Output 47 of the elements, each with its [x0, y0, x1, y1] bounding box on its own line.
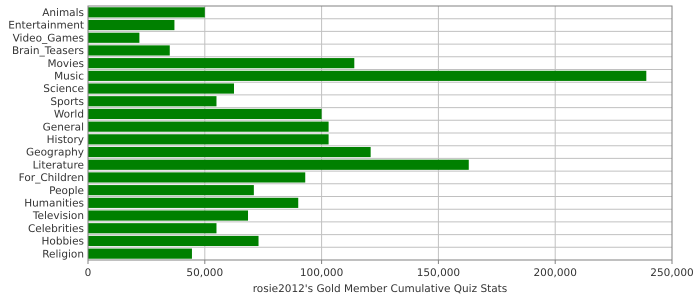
- bar: [88, 223, 216, 234]
- y-tick-label: Animals: [42, 7, 84, 20]
- x-tick-label: 100,000: [300, 267, 344, 279]
- y-tick-label: Science: [43, 83, 84, 96]
- bar: [88, 172, 306, 183]
- y-tick-label: Entertainment: [8, 20, 84, 32]
- y-tick-label: Music: [54, 70, 84, 83]
- bar: [88, 108, 322, 120]
- y-tick-label: Television: [32, 210, 84, 222]
- y-tick-label: Brain_Teasers: [12, 45, 84, 58]
- bar: [88, 96, 216, 106]
- bar: [88, 45, 170, 56]
- y-tick-label: Literature: [32, 159, 84, 172]
- bar: [88, 70, 646, 81]
- y-tick-label: History: [46, 134, 84, 146]
- y-tick-label: Hobbies: [42, 236, 84, 248]
- y-tick-label: Humanities: [24, 198, 84, 210]
- y-tick-label: Geography: [26, 146, 84, 159]
- y-tick-label: Religion: [42, 248, 84, 260]
- bar: [88, 58, 354, 68]
- y-tick-label: Sports: [50, 96, 84, 108]
- bar: [88, 32, 140, 43]
- y-tick-label: For_Children: [18, 172, 84, 184]
- x-tick-label: 50,000: [186, 267, 224, 279]
- x-tick-label: 0: [84, 267, 92, 279]
- x-tick-label: 250,000: [650, 267, 694, 279]
- y-tick-label: Movies: [47, 58, 84, 70]
- x-tick-label: 150,000: [416, 267, 460, 279]
- bar: [88, 83, 234, 94]
- x-axis-title: rosie2012's Gold Member Cumulative Quiz Stats: [252, 283, 508, 295]
- bar: [88, 210, 248, 221]
- bar: [88, 7, 205, 18]
- y-tick-label: Celebrities: [28, 222, 84, 235]
- x-tick-label: 200,000: [533, 267, 577, 279]
- bar: [88, 122, 329, 132]
- bar: [88, 160, 469, 170]
- bar: [88, 185, 254, 196]
- y-tick-label: People: [49, 184, 84, 197]
- bar: [88, 134, 329, 144]
- y-tick-label: World: [54, 108, 84, 121]
- y-tick-label: Video_Games: [12, 32, 84, 44]
- bar: [88, 20, 174, 30]
- bar: [88, 146, 371, 158]
- bar: [88, 236, 259, 246]
- y-tick-label: General: [42, 121, 84, 134]
- bar: [88, 198, 298, 208]
- bar: [88, 248, 192, 259]
